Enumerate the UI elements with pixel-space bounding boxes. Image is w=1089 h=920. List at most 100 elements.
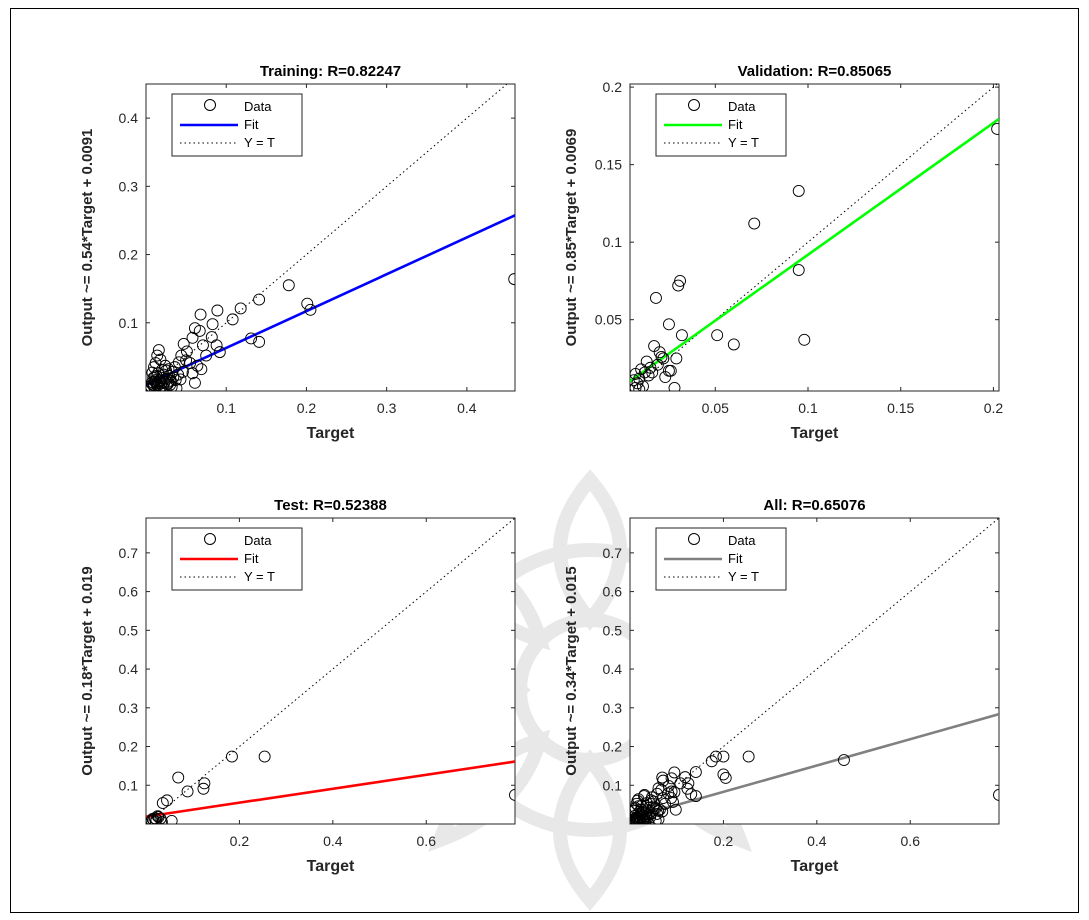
data-point (668, 381, 681, 391)
data-point (282, 279, 295, 292)
data-point (188, 376, 201, 389)
data-point (225, 750, 238, 763)
y-tick-label: 0.6 (603, 584, 623, 600)
data-point (638, 815, 651, 824)
data-point (253, 293, 266, 306)
validation-panel: 0.05 0.1 0.15 0.2 0.05 0.1 0.15 0.2 Validation: … (563, 63, 1003, 442)
data-point (837, 754, 850, 767)
legend-entry-label: Data (728, 533, 756, 548)
data-point (632, 793, 645, 806)
legend-entry-label: Fit (244, 551, 259, 566)
legend-data-marker (204, 533, 216, 545)
data-point (153, 381, 166, 391)
data-point (172, 771, 185, 784)
training-title: Training: R=0.82247 (260, 63, 401, 80)
y-tick-label: 0.2 (603, 79, 623, 95)
data-point (646, 366, 659, 379)
training-x-label: Target (307, 425, 355, 442)
x-tick-label: 0.6 (417, 833, 437, 849)
test-plot-area (146, 518, 515, 824)
data-point (152, 344, 165, 357)
data-point (637, 380, 649, 391)
training-plot-area (146, 84, 515, 391)
all-title: All: R=0.65076 (763, 497, 865, 514)
x-tick-label: 0.1 (798, 400, 818, 416)
data-point (792, 185, 805, 197)
legend-entry-label: Y = T (728, 135, 759, 150)
data-point (634, 816, 647, 824)
validation-x-label: Target (791, 425, 839, 442)
data-point (508, 273, 515, 286)
x-tick-label: 0.2 (984, 400, 1004, 416)
legend-entry-label: Fit (728, 551, 743, 566)
data-point (655, 783, 668, 796)
data-point (689, 790, 702, 803)
data-point (681, 782, 694, 795)
training-legend: Data Fit Y = T (171, 93, 303, 157)
test-y-label: Output ~= 0.18*Target + 0.019 (79, 566, 96, 775)
all-panel: 0.2 0.4 0.6 0.1 0.2 0.3 0.4 0.5 0.6 0.7 All: R=0.6… (563, 497, 1000, 875)
data-point (689, 766, 702, 779)
data-point (210, 339, 223, 352)
identity-line (630, 518, 999, 824)
x-tick-label: 0.2 (230, 833, 250, 849)
data-point (675, 329, 688, 342)
data-point (165, 814, 178, 824)
data-point (150, 370, 163, 382)
data-point (670, 352, 683, 365)
data-point (630, 374, 640, 387)
training-panel: 0.1 0.2 0.3 0.4 0.1 0.2 0.3 0.4 Training: R=0.82… (79, 63, 516, 442)
data-point (234, 302, 247, 315)
data-point (665, 772, 678, 785)
data-point (638, 790, 650, 803)
data-point (211, 304, 224, 317)
data-point (637, 805, 650, 818)
all-y-label: Output ~= 0.34*Target + 0.015 (563, 566, 580, 775)
data-point (146, 814, 158, 824)
data-point (165, 380, 178, 391)
x-tick-label: 0.1 (216, 400, 236, 416)
validation-y-label: Output ~= 0.85*Target + 0.0069 (563, 129, 580, 347)
x-tick-label: 0.2 (297, 400, 317, 416)
data-point (993, 789, 999, 801)
legend-data-marker (204, 99, 216, 111)
legend-entry-label: Data (728, 99, 756, 114)
data-point (679, 771, 692, 784)
legend-entry-label: Y = T (728, 569, 759, 584)
y-tick-label: 0.3 (119, 700, 139, 716)
data-point (630, 367, 642, 380)
data-point (647, 802, 660, 815)
y-tick-label: 0.2 (119, 247, 139, 263)
validation-legend: Data Fit Y = T (655, 93, 787, 157)
data-point (727, 338, 740, 351)
data-point (151, 810, 164, 823)
data-point (717, 750, 730, 763)
x-tick-label: 0.15 (887, 400, 914, 416)
data-point (633, 383, 646, 391)
x-tick-label: 0.4 (457, 400, 477, 416)
x-tick-label: 0.6 (901, 833, 921, 849)
y-tick-label: 0.4 (119, 661, 139, 677)
y-tick-label: 0.4 (119, 110, 139, 126)
data-point (652, 782, 665, 795)
legend-entry-label: Fit (728, 117, 743, 132)
y-tick-label: 0.1 (603, 234, 623, 250)
data-point (630, 804, 641, 817)
data-point (181, 785, 194, 798)
legend-entry-label: Fit (244, 117, 259, 132)
y-tick-label: 0.1 (603, 777, 623, 793)
data-point (206, 318, 219, 331)
fit-line (630, 117, 999, 383)
figure-frame (10, 8, 1079, 913)
validation-plot-area (630, 84, 999, 391)
data-point (151, 349, 164, 362)
data-point (146, 366, 159, 379)
data-point (213, 346, 226, 359)
data-point (146, 382, 156, 391)
training-y-label: Output ~= 0.54*Target + 0.0091 (79, 129, 96, 347)
data-point (648, 340, 661, 352)
data-point (186, 331, 199, 344)
data-point (651, 358, 664, 371)
identity-line (146, 518, 515, 824)
x-tick-label: 0.4 (807, 833, 827, 849)
